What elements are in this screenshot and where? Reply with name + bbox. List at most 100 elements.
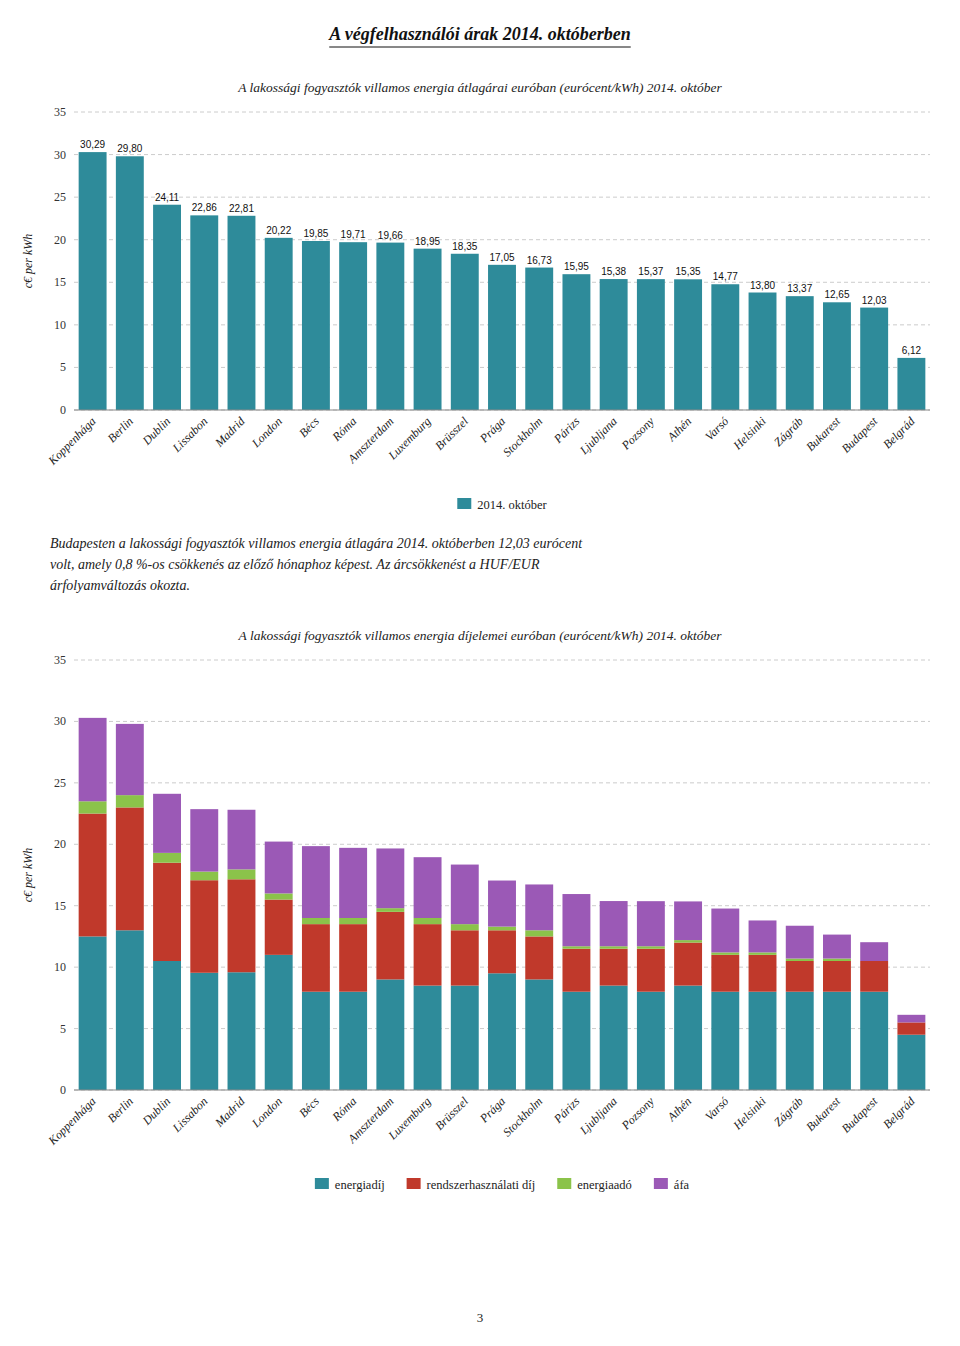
bar [339, 848, 367, 918]
bar [116, 156, 144, 410]
bar [228, 869, 256, 879]
data-label: 19,71 [341, 229, 366, 240]
bar [451, 865, 479, 925]
bar [897, 1022, 925, 1034]
bars [79, 718, 926, 1090]
bar [376, 908, 404, 912]
bar [153, 961, 181, 1090]
grid-line [74, 154, 930, 155]
x-tick-label: Pozsony [618, 414, 657, 453]
bar [823, 959, 851, 961]
x-tick-label: Pozsony [618, 1094, 657, 1133]
bar [711, 955, 739, 992]
data-label: 17,05 [489, 252, 514, 263]
bar [302, 918, 330, 924]
page-number: 3 [477, 1310, 484, 1325]
bars [79, 152, 926, 410]
x-tick-label: Amszterdam [344, 414, 396, 466]
bar [488, 973, 516, 1090]
bar [637, 946, 665, 948]
bar [414, 857, 442, 918]
legend-swatch [457, 498, 471, 509]
y-axis-label: c€ per kWh [21, 234, 35, 289]
legend-swatch [557, 1178, 571, 1189]
page: A végfelhasználói árak 2014. októberben A… [0, 0, 960, 1346]
background [0, 0, 960, 1346]
x-axis-line [74, 1090, 930, 1091]
bar [823, 302, 851, 410]
x-tick-label: London [248, 414, 285, 451]
title-underline [329, 47, 631, 48]
bar [190, 880, 218, 973]
chart-title: A lakossági fogyasztók villamos energia … [237, 80, 722, 95]
grid-line [74, 782, 930, 783]
grid-line [74, 197, 930, 198]
bar [79, 152, 107, 410]
body-text: árfolyamváltozás okozta. [50, 578, 190, 593]
x-tick-label: Dublin [139, 414, 173, 448]
grid-line [74, 410, 930, 411]
body-text: volt, amely 0,8 %-os csökkenés az előző … [50, 557, 540, 572]
data-label: 18,95 [415, 236, 440, 247]
bar [79, 814, 107, 937]
bar [860, 961, 888, 992]
bar [786, 961, 814, 992]
bar [79, 936, 107, 1090]
x-tick-label: Zágráb [771, 414, 806, 449]
bar [562, 946, 590, 948]
bar [674, 986, 702, 1090]
x-tick-label: Párizs [550, 1094, 583, 1127]
bar [488, 927, 516, 931]
bar [153, 205, 181, 410]
y-tick-label: 25 [54, 190, 66, 204]
x-axis-line [74, 410, 930, 411]
x-tick-label: Lissabon [169, 1094, 210, 1135]
legend-label: 2014. október [477, 498, 547, 512]
legend-label: energiadíj [335, 1178, 385, 1192]
bar [265, 893, 293, 899]
data-label: 16,73 [527, 255, 552, 266]
legend: 2014. október [457, 498, 547, 512]
x-tick-label: Ljubljana [576, 414, 620, 458]
data-label: 24,11 [155, 192, 180, 203]
x-tick-label: Athén [664, 414, 694, 444]
data-label: 6,12 [902, 345, 922, 356]
x-tick-label: Varsó [702, 1094, 731, 1123]
y-tick-label: 0 [60, 1083, 66, 1097]
bar [637, 992, 665, 1090]
y-tick-label: 5 [60, 1022, 66, 1036]
bar [265, 238, 293, 410]
bar [488, 930, 516, 973]
chart-title: A lakossági fogyasztók villamos energia … [238, 628, 723, 643]
bar [860, 992, 888, 1090]
data-label: 29,80 [117, 143, 142, 154]
bar [451, 924, 479, 930]
bar [376, 243, 404, 410]
page-title: A végfelhasználói árak 2014. októberben [328, 24, 631, 44]
y-tick-label: 20 [54, 837, 66, 851]
bar [562, 992, 590, 1090]
bar [897, 358, 925, 410]
bar [153, 863, 181, 961]
x-tick-label: Ljubljana [576, 1094, 620, 1138]
x-tick-label: Lissabon [169, 414, 210, 455]
bar [562, 274, 590, 410]
x-tick-label: Belgrád [880, 1094, 918, 1132]
x-tick-label: Amszterdam [344, 1094, 396, 1146]
data-label: 13,37 [787, 283, 812, 294]
y-tick-label: 10 [54, 960, 66, 974]
data-label: 19,66 [378, 230, 403, 241]
bar [376, 848, 404, 908]
y-tick-label: 25 [54, 776, 66, 790]
x-tick-label: Róma [329, 414, 359, 444]
legend-swatch [407, 1178, 421, 1189]
data-label: 22,86 [192, 202, 217, 213]
x-tick-label: Berlin [105, 1094, 136, 1125]
data-label: 15,35 [676, 266, 701, 277]
bar [637, 949, 665, 992]
x-tick-label: Bukarest [803, 414, 843, 454]
bar [823, 935, 851, 959]
bar [265, 900, 293, 955]
bar [190, 809, 218, 871]
bar [488, 265, 516, 410]
